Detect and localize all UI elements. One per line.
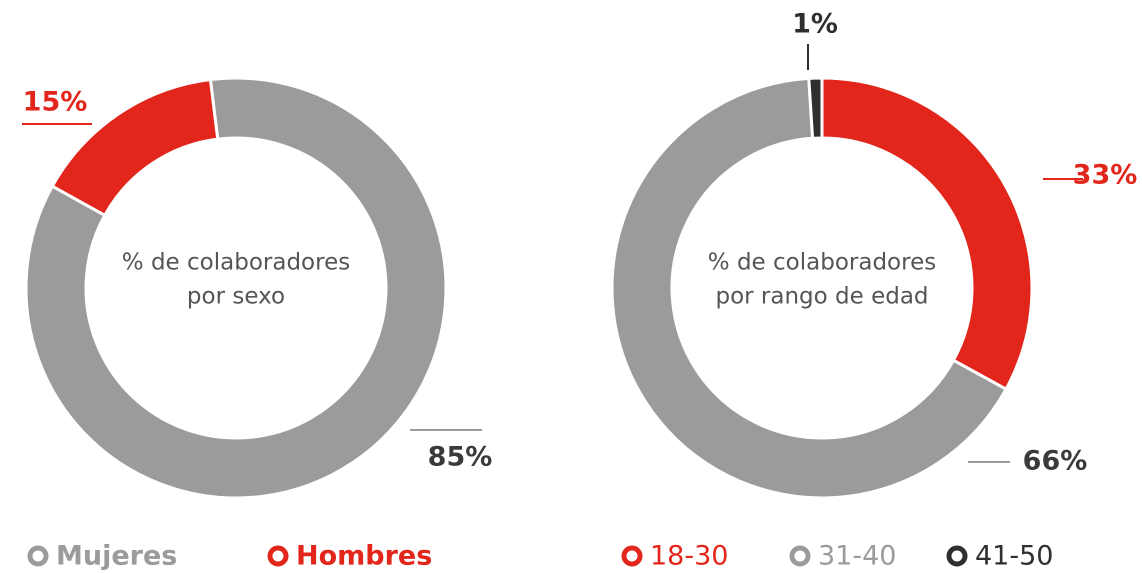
center-label: % de colaboradores [122, 250, 350, 276]
legend-icon [621, 545, 643, 567]
center-label: por rango de edad [715, 284, 928, 310]
value-label: 1% [792, 9, 838, 40]
value-label: 66% [1023, 446, 1088, 477]
value-label: 85% [428, 442, 493, 473]
legend-label: Hombres [296, 541, 432, 572]
legend-label: 41-50 [975, 541, 1053, 572]
legend-icon [946, 545, 968, 567]
donut-slice [820, 76, 1034, 392]
legend-label: 18-30 [650, 541, 728, 572]
legend-icon [27, 545, 49, 567]
donut-slice [610, 76, 1009, 500]
donut-slice [807, 76, 824, 140]
value-label: 15% [23, 87, 88, 118]
center-label: % de colaboradores [708, 250, 936, 276]
value-label: 33% [1073, 160, 1138, 191]
legend-label: 31-40 [818, 541, 896, 572]
center-label: por sexo [187, 284, 285, 310]
donut-slice [24, 76, 448, 500]
legend-icon [267, 545, 289, 567]
legend-icon [789, 545, 811, 567]
donut-slice [50, 77, 220, 218]
legend-label: Mujeres [56, 541, 177, 572]
